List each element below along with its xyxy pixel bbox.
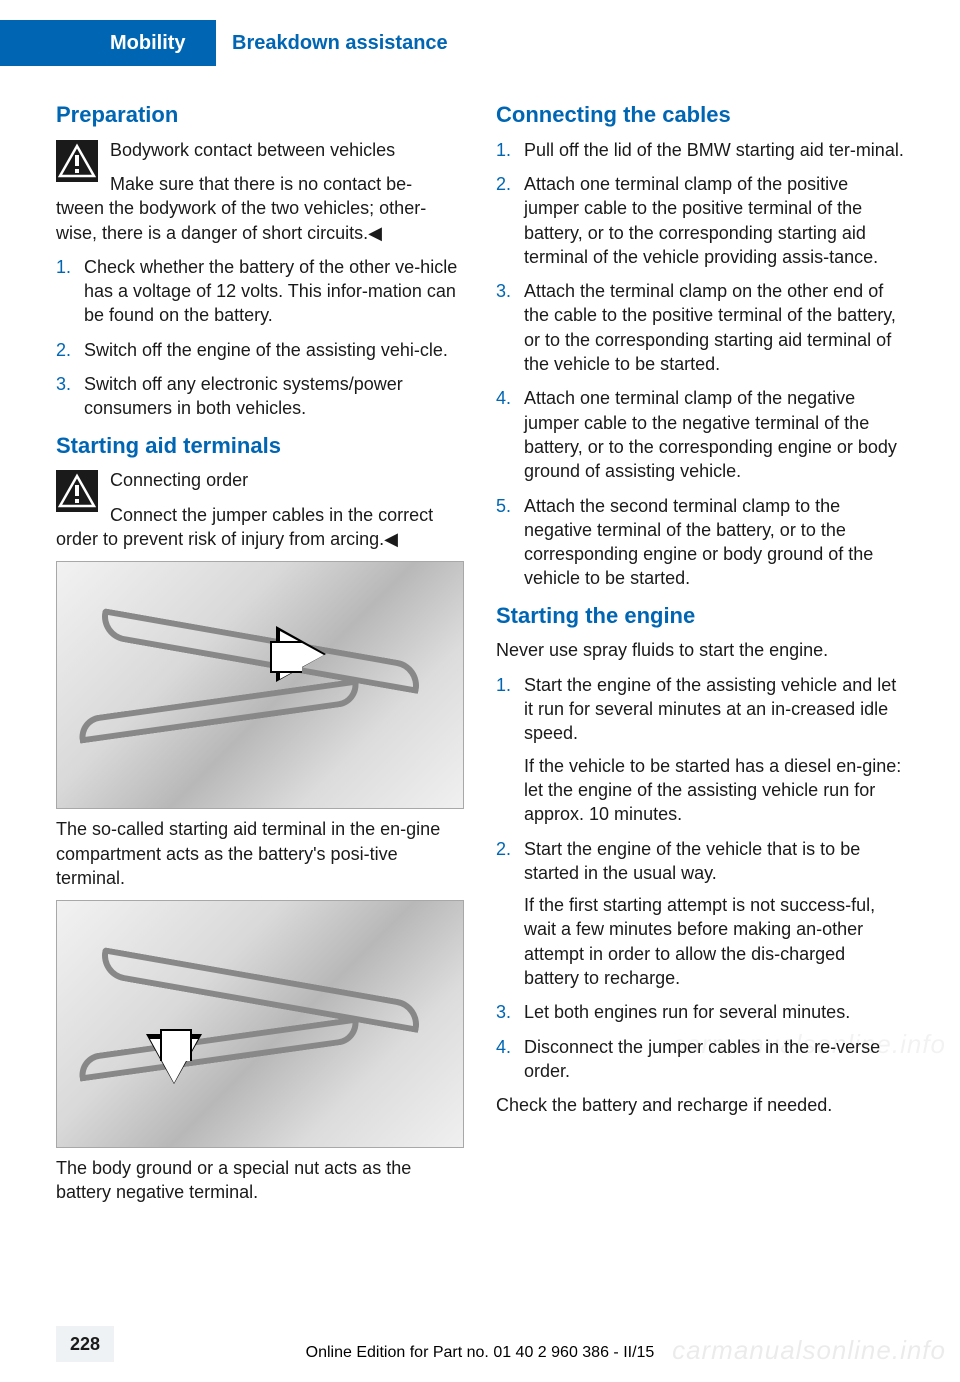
list-item: 2. Switch off the engine of the assisting…: [56, 338, 464, 362]
list-text: Check whether the battery of the other v…: [84, 257, 457, 326]
list-number: 2.: [56, 338, 71, 362]
engine-intro: Never use spray fluids to start the engi…: [496, 638, 904, 662]
list-number: 3.: [496, 1000, 511, 1024]
list-item: 2. Attach one terminal clamp of the posit…: [496, 172, 904, 269]
list-item: 4. Disconnect the jumper cables in the re…: [496, 1035, 904, 1084]
warning-bodywork-cont: tween the bodywork of the two vehicles; …: [56, 196, 464, 245]
warning-icon: [56, 140, 98, 182]
list-text: Attach one terminal clamp of the positiv…: [524, 174, 878, 267]
page-header: Mobility Breakdown assistance: [0, 20, 960, 66]
list-number: 1.: [56, 255, 71, 279]
list-item: 2. Start the engine of the vehicle that …: [496, 837, 904, 991]
list-item: 5. Attach the second terminal clamp to th…: [496, 494, 904, 591]
engine-list: 1. Start the engine of the assisting veh…: [496, 673, 904, 1083]
list-number: 1.: [496, 673, 511, 697]
list-item: 1. Check whether the battery of the other…: [56, 255, 464, 328]
list-subtext: If the vehicle to be started has a diese…: [524, 754, 904, 827]
list-text: Switch off any electronic systems/power …: [84, 374, 403, 418]
cables-list: 1. Pull off the lid of the BMW starting a…: [496, 138, 904, 591]
heading-engine: Starting the engine: [496, 601, 904, 631]
list-text: Start the engine of the vehicle that is …: [524, 839, 860, 883]
figure1-caption: The so-called starting aid terminal in t…: [56, 817, 464, 890]
list-item: 4. Attach one terminal clamp of the negat…: [496, 386, 904, 483]
list-text: Disconnect the jumper cables in the re‐v…: [524, 1037, 880, 1081]
list-number: 3.: [56, 372, 71, 396]
heading-preparation: Preparation: [56, 100, 464, 130]
list-item: 3. Attach the terminal clamp on the other…: [496, 279, 904, 376]
list-subtext: If the first starting attempt is not suc…: [524, 893, 904, 990]
list-text: Attach the terminal clamp on the other e…: [524, 281, 896, 374]
list-item: 3. Let both engines run for several minut…: [496, 1000, 904, 1024]
list-text: Start the engine of the assisting vehicl…: [524, 675, 896, 744]
warning-icon: [56, 470, 98, 512]
header-chapter-label: Breakdown assistance: [232, 20, 448, 66]
right-column: Connecting the cables 1. Pull off the lid…: [496, 90, 904, 1215]
list-item: 3. Switch off any electronic systems/powe…: [56, 372, 464, 421]
figure-positive-terminal: [56, 561, 464, 809]
list-number: 4.: [496, 386, 511, 410]
preparation-list: 1. Check whether the battery of the other…: [56, 255, 464, 421]
left-column: Preparation Bodywork contact between veh…: [56, 90, 464, 1215]
list-text: Switch off the engine of the assisting v…: [84, 340, 448, 360]
list-item: 1. Pull off the lid of the BMW starting a…: [496, 138, 904, 162]
heading-terminals: Starting aid terminals: [56, 431, 464, 461]
warning-order-cont: order to prevent risk of injury from arc…: [56, 527, 464, 551]
list-text: Pull off the lid of the BMW starting aid…: [524, 140, 904, 160]
engine-outro: Check the battery and recharge if needed…: [496, 1093, 904, 1117]
list-number: 5.: [496, 494, 511, 518]
list-number: 2.: [496, 172, 511, 196]
warning-order: Connecting order Connect the jumper cabl…: [56, 468, 464, 551]
list-number: 2.: [496, 837, 511, 861]
warning-order-title: Connecting order: [110, 468, 464, 492]
list-text: Let both engines run for several minutes…: [524, 1002, 850, 1022]
figure2-caption: The body ground or a special nut acts as…: [56, 1156, 464, 1205]
warning-bodywork: Bodywork contact between vehicles Make s…: [56, 138, 464, 245]
list-number: 3.: [496, 279, 511, 303]
list-item: 1. Start the engine of the assisting veh…: [496, 673, 904, 827]
list-text: Attach one terminal clamp of the negativ…: [524, 388, 897, 481]
list-text: Attach the second terminal clamp to the …: [524, 496, 873, 589]
arrow-down-icon: [150, 1039, 198, 1083]
footer-edition: Online Edition for Part no. 01 40 2 960 …: [0, 1342, 960, 1364]
figure-negative-terminal: [56, 900, 464, 1148]
header-section-label: Mobility: [110, 20, 186, 66]
list-number: 1.: [496, 138, 511, 162]
warning-order-body: Connect the jumper cables in the correct: [110, 503, 464, 527]
arrow-right-icon: [280, 631, 324, 679]
list-number: 4.: [496, 1035, 511, 1059]
heading-cables: Connecting the cables: [496, 100, 904, 130]
warning-bodywork-body: Make sure that there is no contact be‐: [110, 172, 464, 196]
warning-bodywork-title: Bodywork contact between vehicles: [110, 138, 464, 162]
